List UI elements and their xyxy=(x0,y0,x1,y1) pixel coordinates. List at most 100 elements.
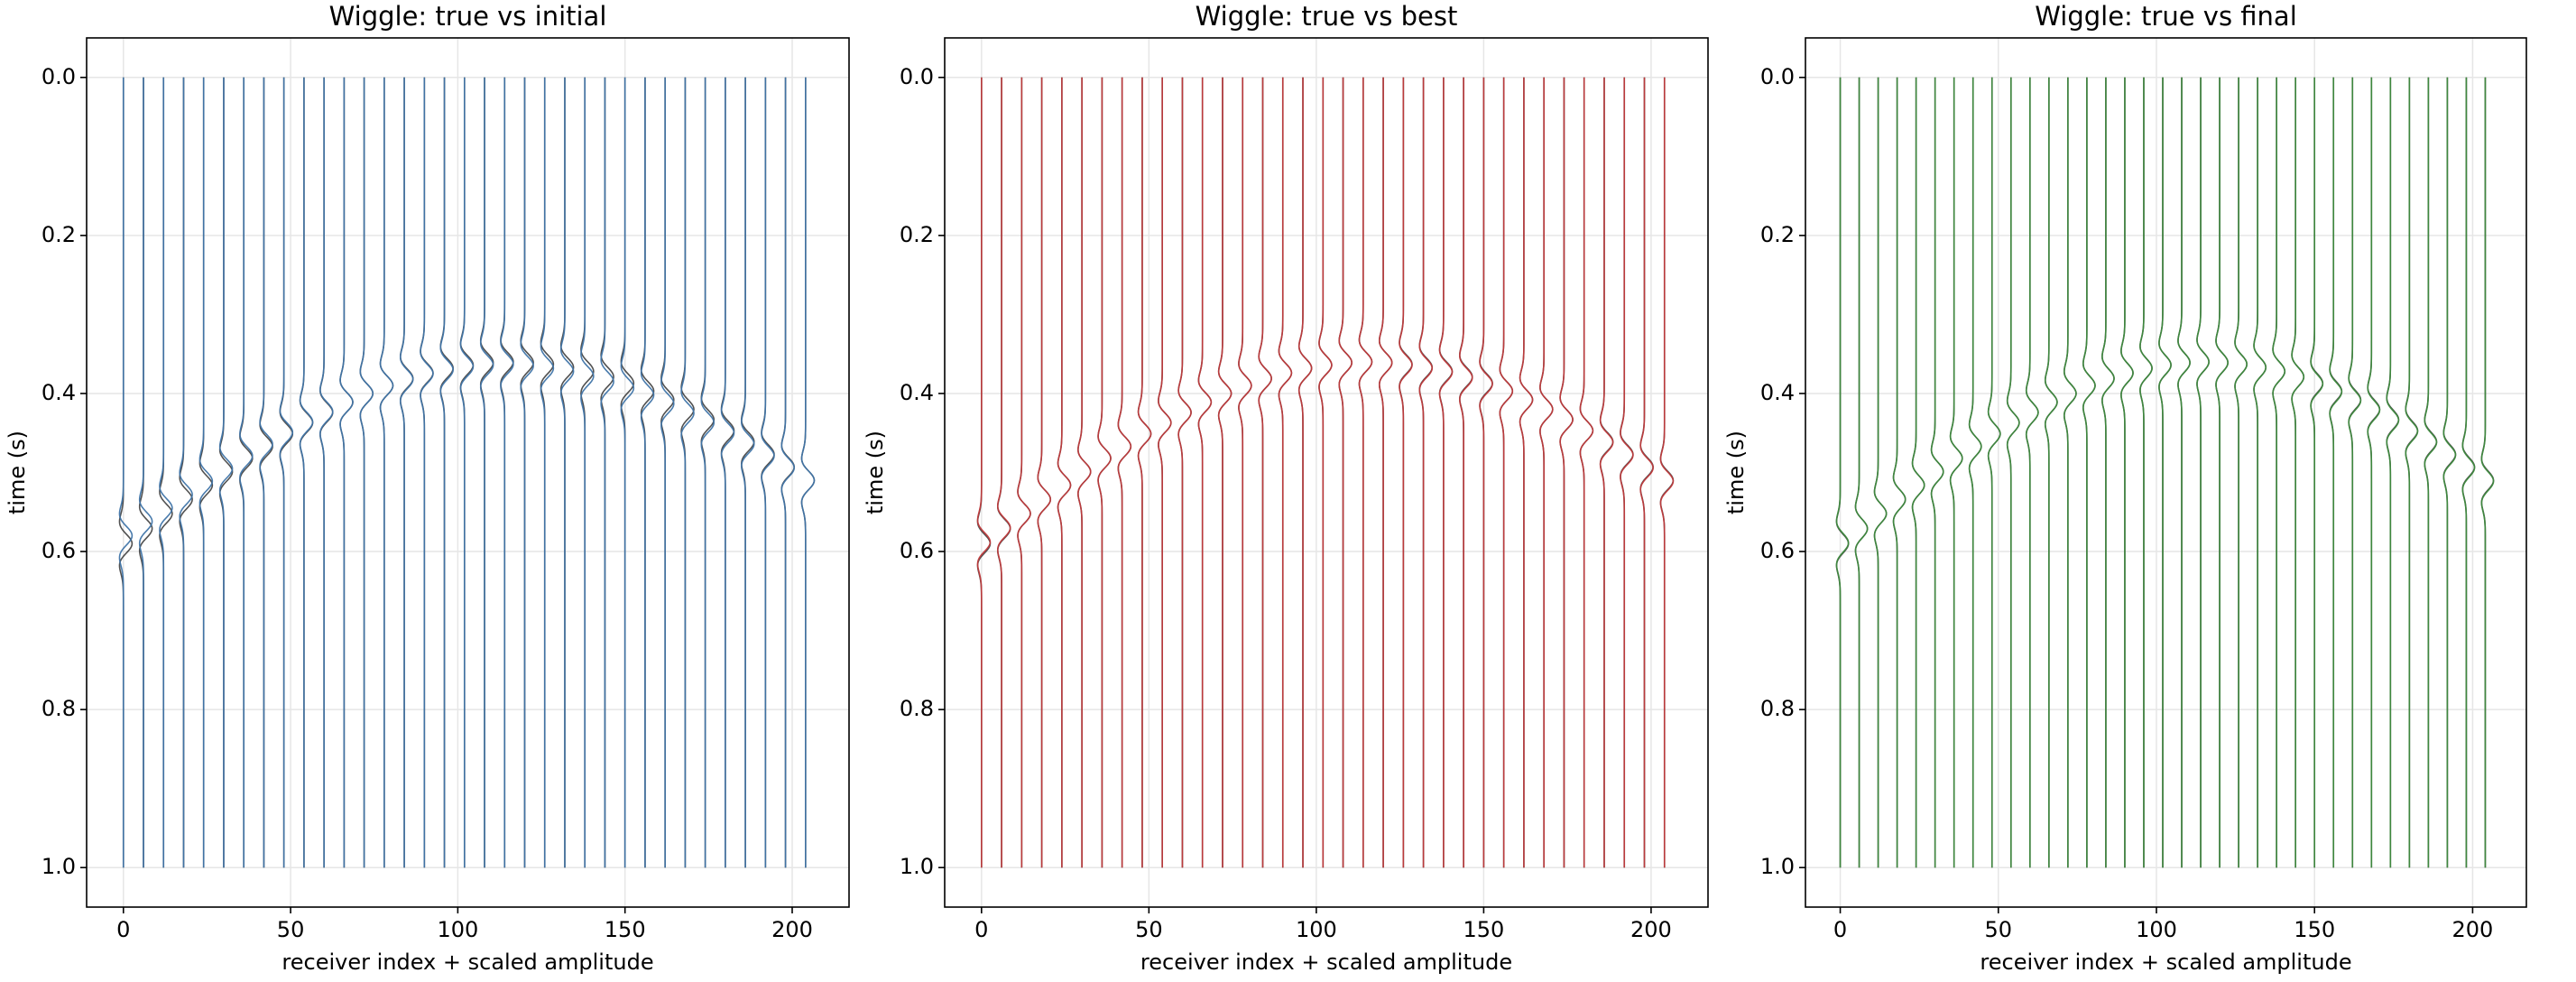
trace xyxy=(2006,77,2020,868)
y-tick-label: 0.0 xyxy=(42,64,76,89)
trace xyxy=(2272,77,2286,868)
x-tick-label: 150 xyxy=(605,917,646,942)
trace xyxy=(339,77,354,868)
plot-frame xyxy=(86,37,850,908)
trace xyxy=(540,77,555,868)
trace xyxy=(459,77,475,868)
trace xyxy=(1238,77,1252,868)
chart-title: Wiggle: true vs initial xyxy=(329,1,607,32)
y-tick-label: 0.2 xyxy=(42,222,76,247)
trace xyxy=(2367,77,2381,868)
plot-frame xyxy=(1805,37,2527,908)
trace xyxy=(640,77,655,868)
trace xyxy=(2063,77,2077,868)
trace xyxy=(359,77,374,868)
trace xyxy=(1117,77,1132,868)
trace xyxy=(2310,77,2324,868)
trace xyxy=(1479,77,1493,868)
trace xyxy=(199,77,214,868)
trace xyxy=(218,77,234,868)
trace xyxy=(2044,77,2058,868)
trace xyxy=(1057,77,1072,868)
y-tick-label: 1.0 xyxy=(900,854,934,879)
trace xyxy=(1854,77,1869,868)
y-tick-label: 0.6 xyxy=(1760,538,1795,563)
trace xyxy=(500,77,514,868)
trace xyxy=(159,77,173,868)
trace xyxy=(159,77,173,868)
trace xyxy=(1438,77,1454,868)
trace xyxy=(700,77,716,868)
x-tick-label: 0 xyxy=(1833,917,1847,942)
trace xyxy=(2082,77,2096,868)
trace xyxy=(700,77,716,868)
trace xyxy=(2234,77,2248,868)
trace xyxy=(1318,77,1333,868)
trace xyxy=(780,77,796,868)
trace xyxy=(1930,77,1944,868)
trace xyxy=(420,77,434,868)
trace xyxy=(2329,77,2343,868)
trace xyxy=(1017,77,1031,868)
trace xyxy=(741,77,755,868)
trace xyxy=(138,77,153,868)
trace xyxy=(319,77,334,868)
trace xyxy=(1177,77,1192,868)
x-tick-label: 50 xyxy=(1984,917,2012,942)
trace xyxy=(379,77,394,868)
trace xyxy=(420,77,434,868)
trace xyxy=(640,77,655,868)
trace xyxy=(279,77,294,868)
trace xyxy=(2139,77,2153,868)
trace xyxy=(1378,77,1393,868)
trace xyxy=(1639,77,1654,868)
trace xyxy=(1297,77,1313,868)
trace xyxy=(741,77,755,868)
y-tick-label: 0.6 xyxy=(900,538,934,563)
chart-title: Wiggle: true vs final xyxy=(2035,1,2297,32)
trace xyxy=(800,77,816,868)
trace xyxy=(1620,77,1634,868)
trace xyxy=(1987,77,2001,868)
trace xyxy=(2310,77,2324,868)
trace xyxy=(1297,77,1313,868)
trace xyxy=(379,77,394,868)
trace xyxy=(179,77,193,868)
trace xyxy=(2329,77,2343,868)
y-axis-label: time (s) xyxy=(863,431,888,514)
y-tick-label: 0.0 xyxy=(900,64,934,89)
x-tick-label: 150 xyxy=(1463,917,1504,942)
trace xyxy=(1949,77,1963,868)
trace xyxy=(1378,77,1393,868)
panel: 0 50 100 150 200 0.0 0.2 0.4 0.6 0.8 1.0 Wiggle: tr… xyxy=(5,1,850,975)
y-tick-label: 0.6 xyxy=(42,538,76,563)
x-tick-label: 50 xyxy=(1135,917,1163,942)
trace xyxy=(1117,77,1132,868)
trace xyxy=(1911,77,1925,868)
chart-title: Wiggle: true vs best xyxy=(1196,1,1458,32)
trace xyxy=(1217,77,1233,868)
trace xyxy=(118,77,134,868)
trace xyxy=(199,77,214,868)
x-axis-label: receiver index + scaled amplitude xyxy=(1980,950,2351,975)
trace xyxy=(1278,77,1293,868)
plot-frame xyxy=(944,37,1709,908)
trace xyxy=(600,77,614,868)
trace xyxy=(1854,77,1869,868)
trace xyxy=(2196,77,2210,868)
trace xyxy=(660,77,675,868)
trace xyxy=(559,77,575,868)
x-tick-label: 0 xyxy=(974,917,988,942)
trace xyxy=(2480,77,2495,868)
x-tick-label: 50 xyxy=(277,917,305,942)
trace xyxy=(1358,77,1373,868)
trace xyxy=(1017,77,1031,868)
trace xyxy=(479,77,494,868)
trace xyxy=(1892,77,1907,868)
trace xyxy=(2139,77,2153,868)
trace xyxy=(2405,77,2419,868)
y-tick-label: 0.2 xyxy=(1760,222,1795,247)
trace xyxy=(259,77,273,868)
panel: 0 50 100 150 200 0.0 0.2 0.4 0.6 0.8 1.0 Wiggle: tr… xyxy=(1723,1,2527,975)
